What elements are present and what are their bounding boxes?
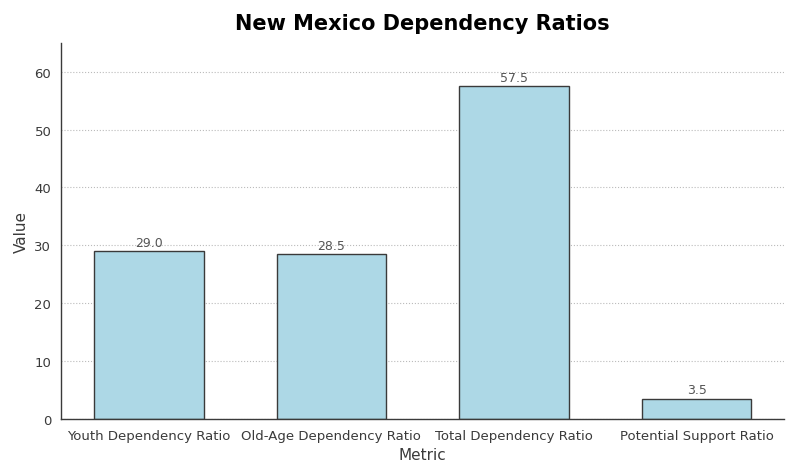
Y-axis label: Value: Value bbox=[14, 210, 29, 252]
Text: 3.5: 3.5 bbox=[686, 384, 706, 397]
Bar bbox=[277, 254, 386, 419]
Text: 29.0: 29.0 bbox=[135, 236, 162, 249]
Text: 28.5: 28.5 bbox=[318, 239, 346, 252]
X-axis label: Metric: Metric bbox=[399, 447, 446, 462]
Bar bbox=[94, 251, 203, 419]
Title: New Mexico Dependency Ratios: New Mexico Dependency Ratios bbox=[235, 14, 610, 34]
Bar bbox=[642, 399, 751, 419]
Text: 57.5: 57.5 bbox=[500, 72, 528, 85]
Bar bbox=[459, 87, 569, 419]
